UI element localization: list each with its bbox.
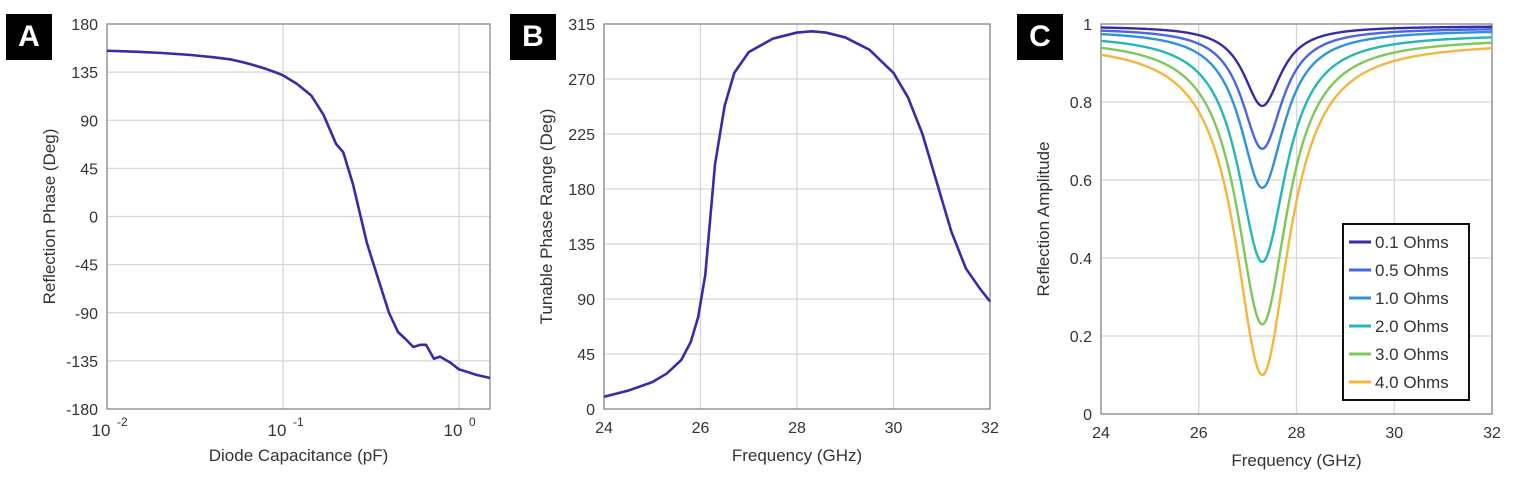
x-tick-label: 24: [595, 420, 613, 437]
x-tick-label: 24: [1092, 425, 1110, 442]
x-tick-label-exponent: 0: [469, 415, 476, 429]
legend-label: 3.0 Ohms: [1375, 345, 1449, 364]
y-tick-label: 0: [89, 210, 98, 227]
y-tick-label: 90: [80, 113, 98, 130]
panel-label-b: B: [510, 14, 556, 60]
y-tick-label: 135: [71, 65, 98, 82]
legend-label: 4.0 Ohms: [1375, 373, 1449, 392]
y-tick-label: 135: [568, 237, 595, 254]
x-tick-label: 32: [981, 420, 999, 437]
series-line: [1100, 25, 1493, 108]
legend-box: [1342, 223, 1470, 401]
chart-a: 10 -2 10 -1 10 0 -180 -135 -90 -45 0 45 90 135 180 Diod…: [40, 17, 491, 465]
series-line: [106, 49, 491, 380]
x-tick-label: 30: [885, 420, 903, 437]
y-tick-label: 90: [577, 292, 595, 309]
legend: 0.1 Ohms 0.5 Ohms 1.0 Ohms 2.0 Ohms 3.0 Ohms…: [1342, 223, 1470, 401]
series-line: [1100, 41, 1493, 326]
y-axis-label: Reflection Phase (Deg): [40, 129, 59, 305]
y-tick-label: 180: [568, 182, 595, 199]
x-tick-label-exponent: -2: [117, 415, 128, 429]
y-tick-label: 1: [1083, 17, 1092, 34]
legend-label: 0.1 Ohms: [1375, 233, 1449, 252]
plot-frame: [1100, 23, 1493, 415]
series-line: [603, 30, 992, 399]
chart-b: 24 26 28 30 32 0 45 90 135 180 225 270 315 Frequency …: [537, 17, 999, 465]
legend-label: 0.5 Ohms: [1375, 261, 1449, 280]
legend-label: 1.0 Ohms: [1375, 289, 1449, 308]
x-tick-label: 10: [268, 421, 287, 440]
x-tick-label: 26: [1190, 425, 1208, 442]
y-tick-label: 225: [568, 127, 595, 144]
y-tick-label: -135: [66, 354, 98, 371]
y-tick-label: 0.4: [1070, 251, 1092, 268]
x-tick-label: 28: [1288, 425, 1306, 442]
x-tick-label: 32: [1483, 425, 1501, 442]
y-tick-label: 45: [577, 347, 595, 364]
chart-c: 24 26 28 30 32 0 0.2 0.4 0.6 0.8 1 Frequency (GHz) R…: [1034, 17, 1501, 470]
y-axis-label: Tunable Phase Range (Deg): [537, 109, 556, 325]
x-tick-label: 28: [788, 420, 806, 437]
y-axis-label: Reflection Amplitude: [1034, 142, 1053, 297]
y-tick-label: 45: [80, 161, 98, 178]
y-tick-label: 180: [71, 17, 98, 34]
y-tick-label: 270: [568, 72, 595, 89]
plot-frame: [106, 23, 491, 410]
panel-label-a: A: [6, 14, 52, 60]
x-tick-label: 10: [444, 421, 463, 440]
x-tick-label: 26: [692, 420, 710, 437]
y-tick-label: 0.8: [1070, 95, 1092, 112]
y-tick-label: -90: [75, 306, 98, 323]
y-tick-label: 315: [568, 17, 595, 34]
y-tick-label: 0.2: [1070, 329, 1092, 346]
x-axis-label: Frequency (GHz): [732, 446, 862, 465]
series-line: [1100, 47, 1493, 377]
y-tick-label: 0: [1083, 407, 1092, 424]
legend-label: 2.0 Ohms: [1375, 317, 1449, 336]
x-axis-label: Frequency (GHz): [1231, 451, 1361, 470]
panel-label-c: C: [1017, 14, 1063, 60]
y-tick-label: 0: [586, 402, 595, 419]
plot-frame: [603, 23, 991, 410]
x-tick-label: 10: [92, 421, 111, 440]
series-line: [1100, 30, 1493, 189]
x-tick-label: 30: [1385, 425, 1403, 442]
x-axis-label: Diode Capacitance (pF): [209, 446, 389, 465]
series-line: [1100, 36, 1493, 264]
x-tick-label-exponent: -1: [293, 415, 304, 429]
series-line: [1100, 28, 1493, 150]
y-tick-label: -45: [75, 258, 98, 275]
y-tick-label: -180: [66, 402, 98, 419]
y-tick-label: 0.6: [1070, 173, 1092, 190]
